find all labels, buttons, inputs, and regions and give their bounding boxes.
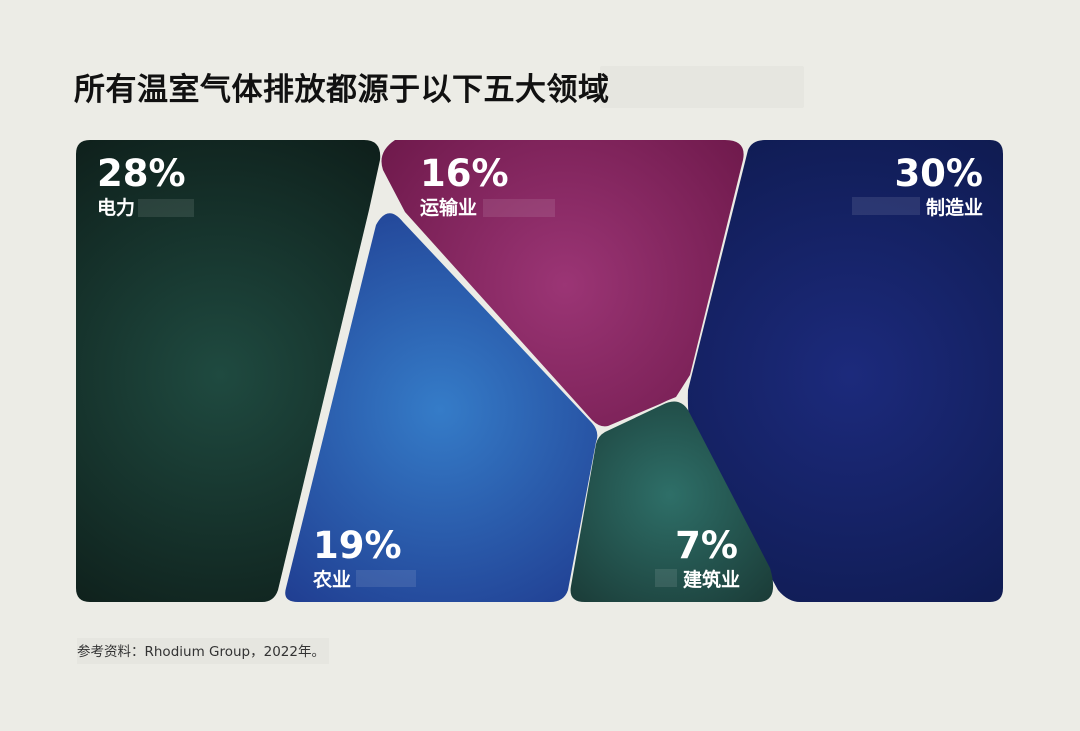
value-label-power: 28% — [97, 152, 186, 195]
category-label-buildings: 建筑业 — [683, 568, 740, 591]
value-label-transport: 16% — [420, 152, 509, 195]
value-label-manufacturing: 30% — [894, 152, 983, 195]
label-highlight-transport — [483, 199, 555, 217]
cell-agriculture — [285, 213, 598, 602]
value-label-agriculture: 19% — [313, 524, 402, 567]
label-highlight-manufacturing — [852, 197, 920, 215]
label-highlight-buildings — [655, 569, 677, 587]
category-label-power: 电力 — [97, 196, 135, 219]
cell-buildings — [570, 401, 774, 602]
cell-transport — [381, 140, 744, 427]
category-label-manufacturing: 制造业 — [926, 196, 983, 219]
source-note: 参考资料：Rhodium Group，2022年。 — [77, 638, 329, 664]
label-highlight-power — [138, 199, 194, 217]
value-label-buildings: 7% — [675, 524, 738, 567]
chart-title: 所有温室气体排放都源于以下五大领域 — [74, 72, 610, 108]
category-label-agriculture: 农业 — [312, 568, 351, 591]
cell-manufacturing — [687, 140, 1003, 602]
cell-power — [76, 140, 381, 602]
title-highlight — [600, 66, 804, 108]
label-highlight-agriculture — [356, 570, 416, 587]
category-label-transport: 运输业 — [420, 196, 477, 219]
